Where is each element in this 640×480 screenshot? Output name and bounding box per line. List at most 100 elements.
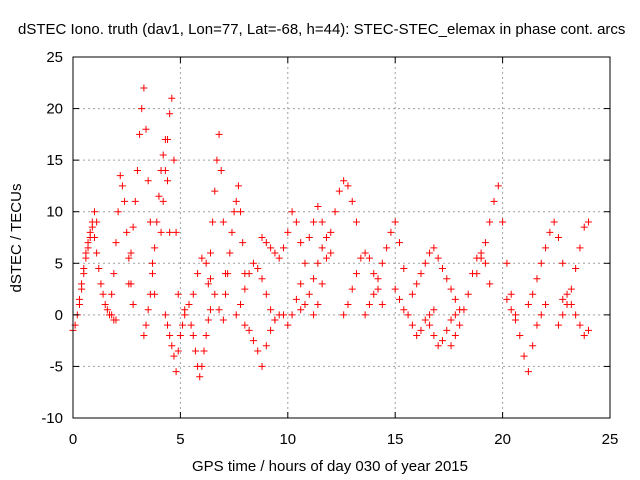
data-point	[133, 166, 141, 174]
data-point	[451, 295, 459, 303]
data-point	[284, 321, 292, 329]
data-point	[170, 352, 178, 360]
data-point	[451, 331, 459, 339]
data-point	[344, 182, 352, 190]
data-point	[174, 347, 182, 355]
data-point	[524, 368, 532, 376]
data-point	[129, 223, 137, 231]
data-point	[161, 166, 169, 174]
data-point	[318, 280, 326, 288]
data-point	[88, 223, 96, 231]
data-point	[374, 275, 382, 283]
data-point	[209, 218, 217, 226]
data-point	[447, 285, 455, 293]
data-point	[430, 331, 438, 339]
data-point	[322, 234, 330, 241]
data-point	[189, 331, 197, 339]
data-point	[344, 301, 352, 309]
data-point	[228, 228, 236, 236]
data-point	[387, 228, 395, 236]
data-point	[370, 290, 378, 298]
data-point	[554, 321, 562, 329]
data-point	[585, 326, 593, 334]
y-tick-label: 20	[46, 101, 63, 118]
x-axis-label: GPS time / hours of day 030 of year 2015	[192, 458, 468, 475]
data-point	[202, 259, 210, 267]
data-point	[310, 275, 318, 283]
data-point	[206, 249, 214, 257]
data-point	[258, 275, 266, 283]
data-point	[533, 321, 541, 329]
data-point	[84, 244, 92, 252]
data-point	[400, 306, 408, 314]
data-point	[314, 203, 322, 211]
data-point	[408, 290, 416, 298]
data-point	[572, 264, 580, 272]
data-point	[131, 197, 139, 205]
data-point	[284, 228, 292, 236]
data-point	[164, 321, 172, 329]
y-tick-label: -10	[41, 410, 63, 427]
data-point	[271, 316, 279, 324]
data-point	[550, 218, 558, 226]
axis-ticks	[72, 56, 611, 419]
data-point	[176, 331, 184, 339]
data-point	[511, 316, 519, 324]
data-point	[245, 270, 253, 278]
data-point	[301, 259, 309, 267]
data-point	[554, 234, 562, 241]
data-point	[204, 316, 212, 324]
data-point	[241, 321, 249, 329]
data-point	[546, 228, 554, 236]
data-point	[567, 301, 575, 309]
data-point	[537, 259, 545, 267]
data-point	[219, 316, 227, 324]
data-point	[179, 321, 187, 329]
data-point	[576, 321, 584, 329]
data-point	[217, 166, 225, 174]
data-point	[99, 290, 107, 298]
data-point	[327, 249, 335, 257]
data-point	[172, 368, 180, 376]
data-point	[215, 130, 223, 138]
data-point	[481, 239, 489, 247]
data-point	[112, 316, 120, 324]
data-point	[559, 311, 567, 319]
data-point	[434, 342, 442, 350]
data-point	[361, 311, 369, 319]
data-point	[159, 151, 167, 159]
data-point	[297, 239, 305, 247]
data-point	[477, 254, 485, 262]
data-point	[340, 311, 348, 319]
data-point	[93, 218, 101, 226]
data-point	[234, 182, 242, 190]
data-point	[314, 301, 322, 309]
data-point	[232, 311, 240, 319]
data-point	[559, 295, 567, 303]
data-point	[378, 259, 386, 267]
data-point	[353, 270, 361, 278]
data-point	[82, 254, 90, 262]
data-point	[116, 172, 124, 180]
data-point	[460, 306, 468, 314]
data-point	[357, 254, 365, 262]
data-point	[226, 249, 234, 257]
data-point	[78, 285, 86, 293]
data-point	[297, 306, 305, 314]
data-point	[443, 326, 451, 334]
data-point	[421, 259, 429, 267]
data-point	[520, 352, 528, 360]
data-points	[69, 84, 593, 381]
data-point	[413, 331, 421, 339]
data-point	[438, 264, 446, 272]
data-point	[280, 244, 288, 252]
data-point	[434, 254, 442, 262]
data-point	[374, 285, 382, 293]
x-tick-label: 20	[494, 431, 511, 448]
data-point	[224, 270, 232, 278]
data-point	[348, 197, 356, 205]
data-point	[140, 84, 148, 92]
data-point	[443, 275, 451, 283]
plot-frame	[72, 56, 611, 419]
data-point	[516, 331, 524, 339]
